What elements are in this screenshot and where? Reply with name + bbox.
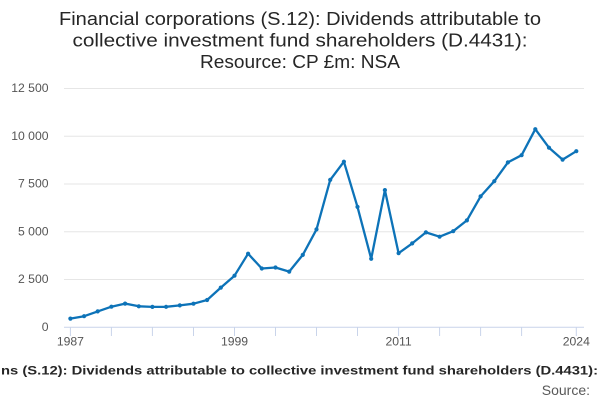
svg-text:Resource: CP £m: NSA: Resource: CP £m: NSA bbox=[200, 52, 400, 72]
svg-text:2 500: 2 500 bbox=[18, 272, 49, 286]
svg-text:2011: 2011 bbox=[385, 335, 411, 349]
svg-text:0: 0 bbox=[42, 320, 49, 334]
svg-text:10 000: 10 000 bbox=[11, 129, 48, 143]
svg-text:Source:: Source: bbox=[542, 382, 590, 398]
svg-text:1999: 1999 bbox=[221, 335, 248, 349]
svg-text:Financial corporations (S.12):: Financial corporations (S.12): Dividends… bbox=[59, 9, 541, 29]
svg-text:5 000: 5 000 bbox=[18, 225, 49, 239]
svg-text:collective investment fund sha: collective investment fund shareholders … bbox=[73, 31, 528, 51]
svg-text:7 500: 7 500 bbox=[18, 177, 49, 191]
svg-text:ns (S.12): Dividends attributa: ns (S.12): Dividends attributable to col… bbox=[1, 364, 598, 378]
svg-text:2024: 2024 bbox=[563, 335, 590, 349]
svg-text:1987: 1987 bbox=[57, 335, 84, 349]
svg-text:12 500: 12 500 bbox=[11, 81, 48, 95]
